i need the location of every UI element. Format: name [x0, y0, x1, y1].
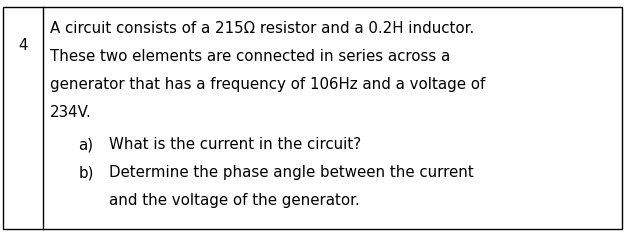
Text: 4: 4 [18, 38, 28, 53]
Text: b): b) [78, 165, 94, 180]
Text: generator that has a frequency of 106Hz and a voltage of: generator that has a frequency of 106Hz … [50, 77, 486, 92]
Text: Determine the phase angle between the current: Determine the phase angle between the cu… [109, 165, 474, 180]
Text: a): a) [78, 137, 93, 152]
Text: A circuit consists of a 215Ω resistor and a 0.2H inductor.: A circuit consists of a 215Ω resistor an… [50, 21, 474, 36]
Text: These two elements are connected in series across a: These two elements are connected in seri… [50, 49, 450, 64]
Text: 234V.: 234V. [50, 105, 92, 120]
Text: and the voltage of the generator.: and the voltage of the generator. [109, 193, 360, 208]
Text: What is the current in the circuit?: What is the current in the circuit? [109, 137, 361, 152]
